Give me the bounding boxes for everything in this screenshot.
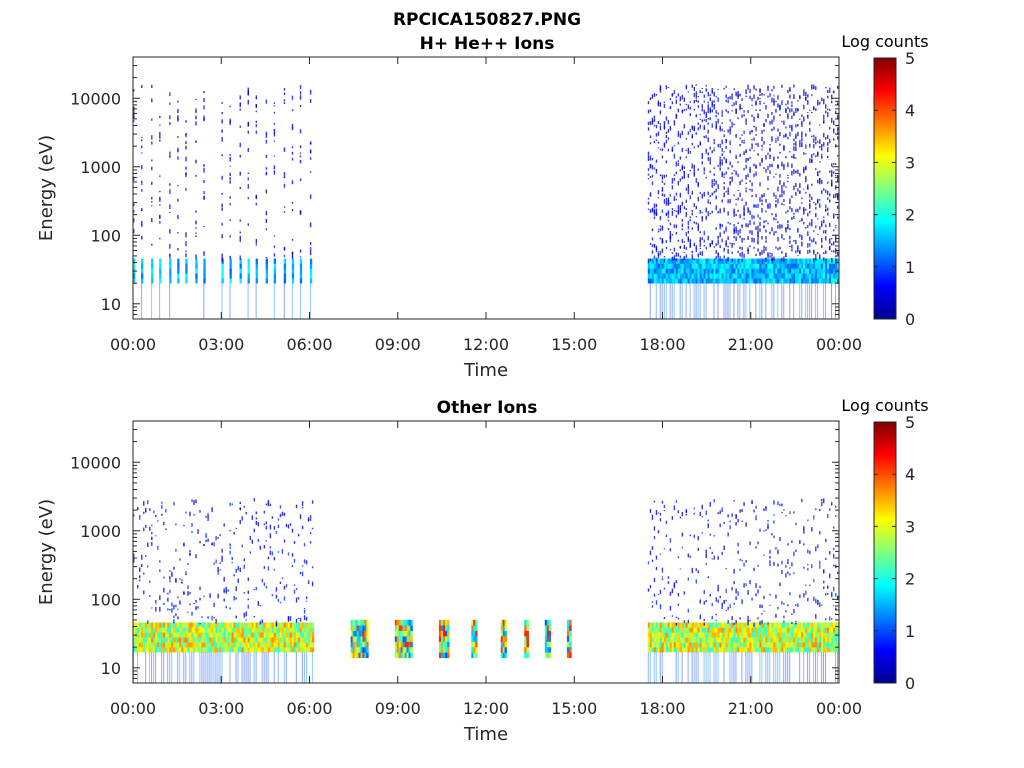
spectrogram-image — [133, 84, 840, 319]
x-tick-label: 21:00 — [728, 335, 774, 354]
panel-other-ions: Other Ions 00:00 03:00 06:00 09:00 12:00 15:0… — [36, 396, 929, 745]
x-tick-label: 12:00 — [463, 699, 509, 718]
x-tick-label: 00:00 — [110, 699, 156, 718]
x-tick-label: 15:00 — [551, 335, 597, 354]
x-tick-label: 12:00 — [463, 335, 509, 354]
x-tick-label: 18:00 — [639, 335, 685, 354]
x-tick-label: 18:00 — [639, 699, 685, 718]
panel-title: H+ He++ Ions — [420, 34, 555, 54]
colorbar-tick-label: 1 — [905, 622, 915, 641]
colorbar-tick-label: 3 — [905, 153, 915, 172]
colorbar-tick-label: 2 — [905, 206, 915, 225]
x-tick-label: 00:00 — [110, 335, 156, 354]
spectrogram-image — [133, 498, 840, 683]
colorbar-tick-label: 0 — [905, 674, 915, 693]
colorbar — [873, 421, 897, 684]
colorbar-tick-label: 1 — [905, 258, 915, 277]
colorbar — [873, 57, 897, 320]
panel-h-he-ions: H+ He++ Ions 00:00 03:00 06:00 09:00 12:00 15… — [36, 32, 929, 381]
colorbar-tick-label: 2 — [905, 570, 915, 589]
y-tick-label: 10000 — [70, 89, 121, 108]
colorbar-label: Log counts — [841, 32, 928, 51]
y-tick-label: 10 — [101, 295, 121, 314]
y-tick-label: 100 — [90, 590, 121, 609]
x-tick-label: 09:00 — [375, 335, 421, 354]
y-tick-label: 1000 — [80, 158, 121, 177]
y-tick-label: 1000 — [80, 522, 121, 541]
x-tick-label: 06:00 — [286, 699, 332, 718]
colorbar-ticks: 0 1 2 3 4 5 — [874, 49, 915, 329]
colorbar-ticks: 0 1 2 3 4 5 — [874, 413, 915, 693]
figure-title: RPCICA150827.PNG — [393, 10, 581, 30]
colorbar-tick-label: 5 — [905, 49, 915, 68]
colorbar-label: Log counts — [841, 396, 928, 415]
colorbar-tick-label: 0 — [905, 310, 915, 329]
colorbar-tick-label: 3 — [905, 517, 915, 536]
panel-title: Other Ions — [437, 398, 538, 418]
y-axis-label: Energy (eV) — [36, 499, 57, 605]
x-tick-label: 09:00 — [375, 699, 421, 718]
colorbar-tick-label: 4 — [905, 101, 915, 120]
y-tick-label: 10 — [101, 659, 121, 678]
x-tick-label: 06:00 — [286, 335, 332, 354]
x-tick-label: 03:00 — [198, 335, 244, 354]
axis-ticks: 00:00 03:00 06:00 09:00 12:00 15:00 18:00 21:00… — [70, 420, 862, 718]
x-axis-label: Time — [463, 724, 508, 745]
y-axis-label: Energy (eV) — [36, 135, 57, 241]
axis-ticks: 00:00 03:00 06:00 09:00 12:00 15:00 18:00 21:00… — [70, 56, 862, 354]
x-tick-label: 15:00 — [551, 699, 597, 718]
x-tick-label: 00:00 — [816, 699, 862, 718]
colorbar-tick-label: 4 — [905, 465, 915, 484]
x-tick-label: 21:00 — [728, 699, 774, 718]
x-tick-label: 03:00 — [198, 699, 244, 718]
y-tick-label: 10000 — [70, 453, 121, 472]
y-tick-label: 100 — [90, 226, 121, 245]
x-axis-label: Time — [463, 360, 508, 381]
x-tick-label: 00:00 — [816, 335, 862, 354]
colorbar-tick-label: 5 — [905, 413, 915, 432]
